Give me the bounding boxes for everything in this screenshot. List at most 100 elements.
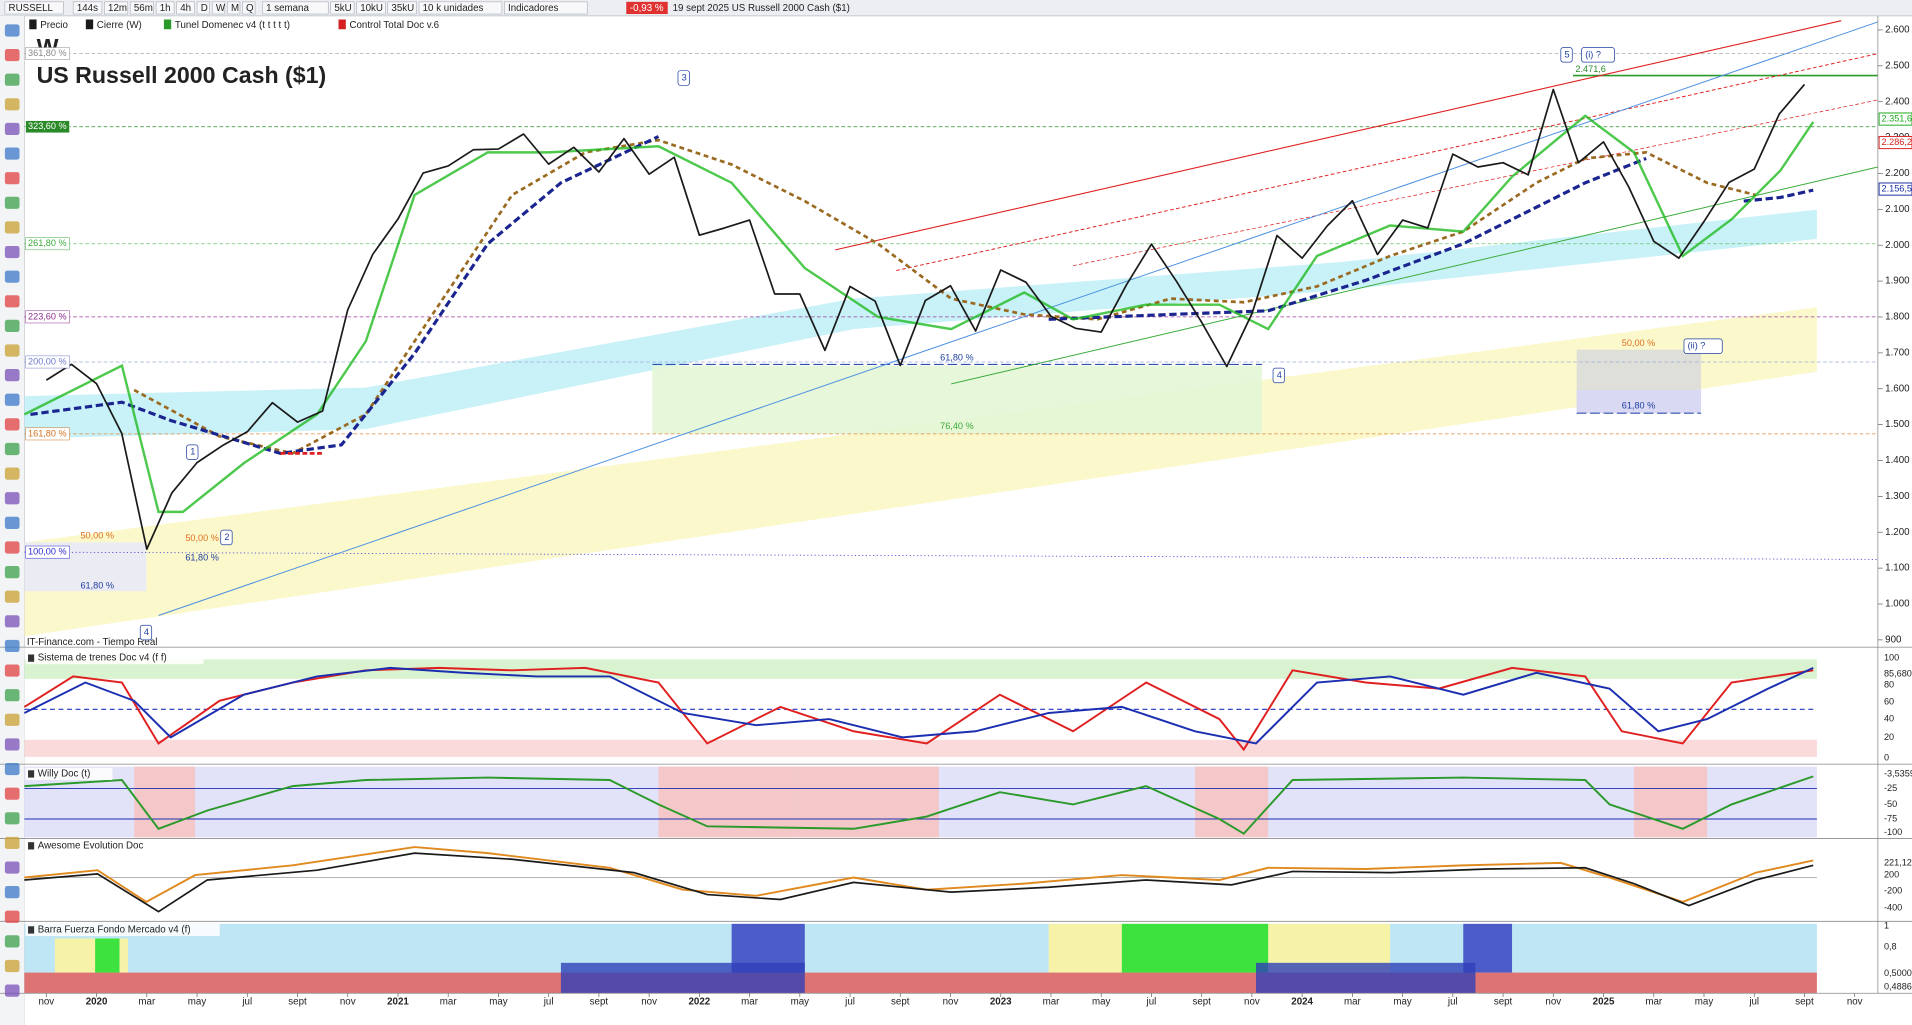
toolbar-button-label[interactable]: W — [216, 3, 226, 14]
legend-entry: Tunel Domenec v4 (t t t t t) — [175, 20, 290, 31]
toolbar-button-label[interactable]: 144s — [77, 3, 98, 14]
toolbar-button-label[interactable]: 10 k unidades — [423, 3, 484, 14]
toolbar-button[interactable] — [196, 1, 211, 15]
tool-icon[interactable] — [4, 959, 20, 973]
tool-icon[interactable] — [4, 516, 20, 529]
tool-icon[interactable] — [4, 172, 20, 185]
y-tick-label: 2.600 — [1885, 25, 1910, 36]
toolbar-button-label[interactable]: 56m — [134, 3, 153, 14]
tool-icon[interactable] — [4, 369, 20, 382]
tool-icon[interactable] — [4, 418, 20, 431]
tool-icon[interactable] — [4, 762, 20, 776]
tool-icon[interactable] — [4, 24, 20, 37]
tool-icon[interactable] — [4, 73, 20, 86]
tool-icon[interactable] — [4, 639, 20, 653]
tool-icon[interactable] — [4, 812, 20, 825]
toolbar-button-label[interactable]: Indicadores — [508, 3, 559, 14]
toolbar-button-label[interactable]: M — [231, 3, 239, 14]
toolbar-button[interactable] — [504, 1, 588, 15]
tool-icon[interactable] — [4, 935, 20, 948]
toolbar-button[interactable] — [104, 1, 129, 15]
toolbar-button[interactable] — [226, 1, 241, 15]
panel-icon — [28, 926, 35, 934]
tool-icon[interactable] — [4, 221, 20, 234]
tool-icon[interactable] — [4, 147, 20, 160]
tool-icon[interactable] — [4, 738, 20, 751]
toolbar-button-label[interactable]: 4h — [180, 3, 191, 14]
x-tick-label: may — [791, 996, 810, 1007]
panel-tick-label: -400 — [1884, 902, 1902, 912]
toolbar-button-label[interactable]: D — [201, 3, 208, 14]
x-tick-label: 2024 — [1291, 996, 1313, 1007]
tool-icon[interactable] — [4, 122, 20, 136]
toolbar-button-label[interactable]: RUSSELL — [9, 3, 54, 14]
tool-icon[interactable] — [4, 492, 20, 505]
x-tick-label: jul — [1748, 996, 1759, 1007]
tool-icon[interactable] — [4, 713, 20, 726]
x-tick-label: 2022 — [688, 996, 710, 1007]
toolbar-button[interactable] — [155, 1, 175, 15]
tool-icon[interactable] — [4, 566, 20, 579]
tool-icon[interactable] — [4, 984, 20, 997]
tool-icon[interactable] — [4, 98, 20, 111]
toolbar-button[interactable] — [129, 1, 154, 15]
toolbar-button-label[interactable]: 12m — [108, 3, 127, 14]
tool-icon[interactable] — [4, 910, 20, 923]
tool-icon[interactable] — [4, 393, 20, 406]
toolbar-button-label[interactable]: 1 semana — [266, 3, 309, 14]
toolbar-button[interactable] — [330, 1, 355, 15]
tool-icon[interactable] — [4, 615, 20, 628]
fib-label: 200,00 % — [28, 356, 67, 366]
toolbar-button[interactable] — [356, 1, 386, 15]
toolbar-button[interactable] — [262, 1, 329, 15]
tool-icon[interactable] — [4, 270, 20, 283]
x-tick-label: sept — [288, 996, 307, 1007]
tool-icon[interactable] — [4, 319, 20, 332]
tool-icon[interactable] — [4, 541, 20, 554]
panel-title: Willy Doc (t) — [38, 769, 91, 780]
tool-icon[interactable] — [4, 196, 20, 209]
toolbar-button[interactable] — [211, 1, 226, 15]
tool-icon[interactable] — [4, 689, 20, 702]
x-tick-label: mar — [1645, 996, 1663, 1007]
tool-icon[interactable] — [4, 48, 20, 62]
toolbar-button-label[interactable]: Q — [246, 3, 254, 14]
tool-icon[interactable] — [4, 787, 20, 800]
toolbar-button-label[interactable]: 35kU — [391, 3, 414, 14]
tool-icon[interactable] — [4, 836, 20, 850]
panel-tick-label: -50 — [1884, 799, 1897, 809]
toolbar-button[interactable] — [242, 1, 256, 15]
y-tick-label: 2.200 — [1885, 168, 1910, 179]
toolbar-button[interactable] — [387, 1, 417, 15]
x-tick-label: may — [1393, 996, 1412, 1007]
y-tick-label: 1.900 — [1885, 276, 1910, 287]
price-marker — [1878, 135, 1912, 150]
tool-icon[interactable] — [4, 344, 20, 357]
tool-icon[interactable] — [4, 442, 20, 456]
fib-label-box — [25, 47, 70, 60]
panel-tick-label: 1 — [1884, 921, 1889, 931]
wave-label: (i) ? — [1585, 49, 1601, 59]
x-tick-label: nov — [943, 996, 959, 1007]
tool-icon[interactable] — [4, 861, 20, 874]
status-label: 19 sept 2025 US Russell 2000 Cash ($1) — [673, 3, 850, 14]
tool-icon[interactable] — [4, 886, 20, 899]
toolbar-button[interactable] — [418, 1, 503, 15]
panel-tick-label: 85,680 — [1884, 668, 1912, 678]
tool-icon[interactable] — [4, 590, 20, 603]
tool-icon[interactable] — [4, 467, 20, 480]
toolbar-button-label[interactable]: 1h — [160, 3, 171, 14]
tool-icon[interactable] — [4, 245, 20, 259]
panel-tick-label: -100 — [1884, 827, 1902, 837]
toolbar-button-label[interactable]: 10kU — [360, 3, 383, 14]
tool-icon[interactable] — [4, 664, 20, 677]
toolbar-button-label[interactable]: 5kU — [334, 3, 351, 14]
tool-icon[interactable] — [4, 295, 20, 308]
toolbar-button[interactable] — [4, 1, 64, 15]
fib-label-box — [25, 237, 70, 251]
toolbar-button[interactable] — [176, 1, 195, 15]
panel-title-box — [25, 923, 220, 937]
toolbar-button[interactable] — [72, 1, 103, 15]
x-tick-label: jul — [1146, 996, 1157, 1007]
wave-label-box — [220, 529, 233, 546]
